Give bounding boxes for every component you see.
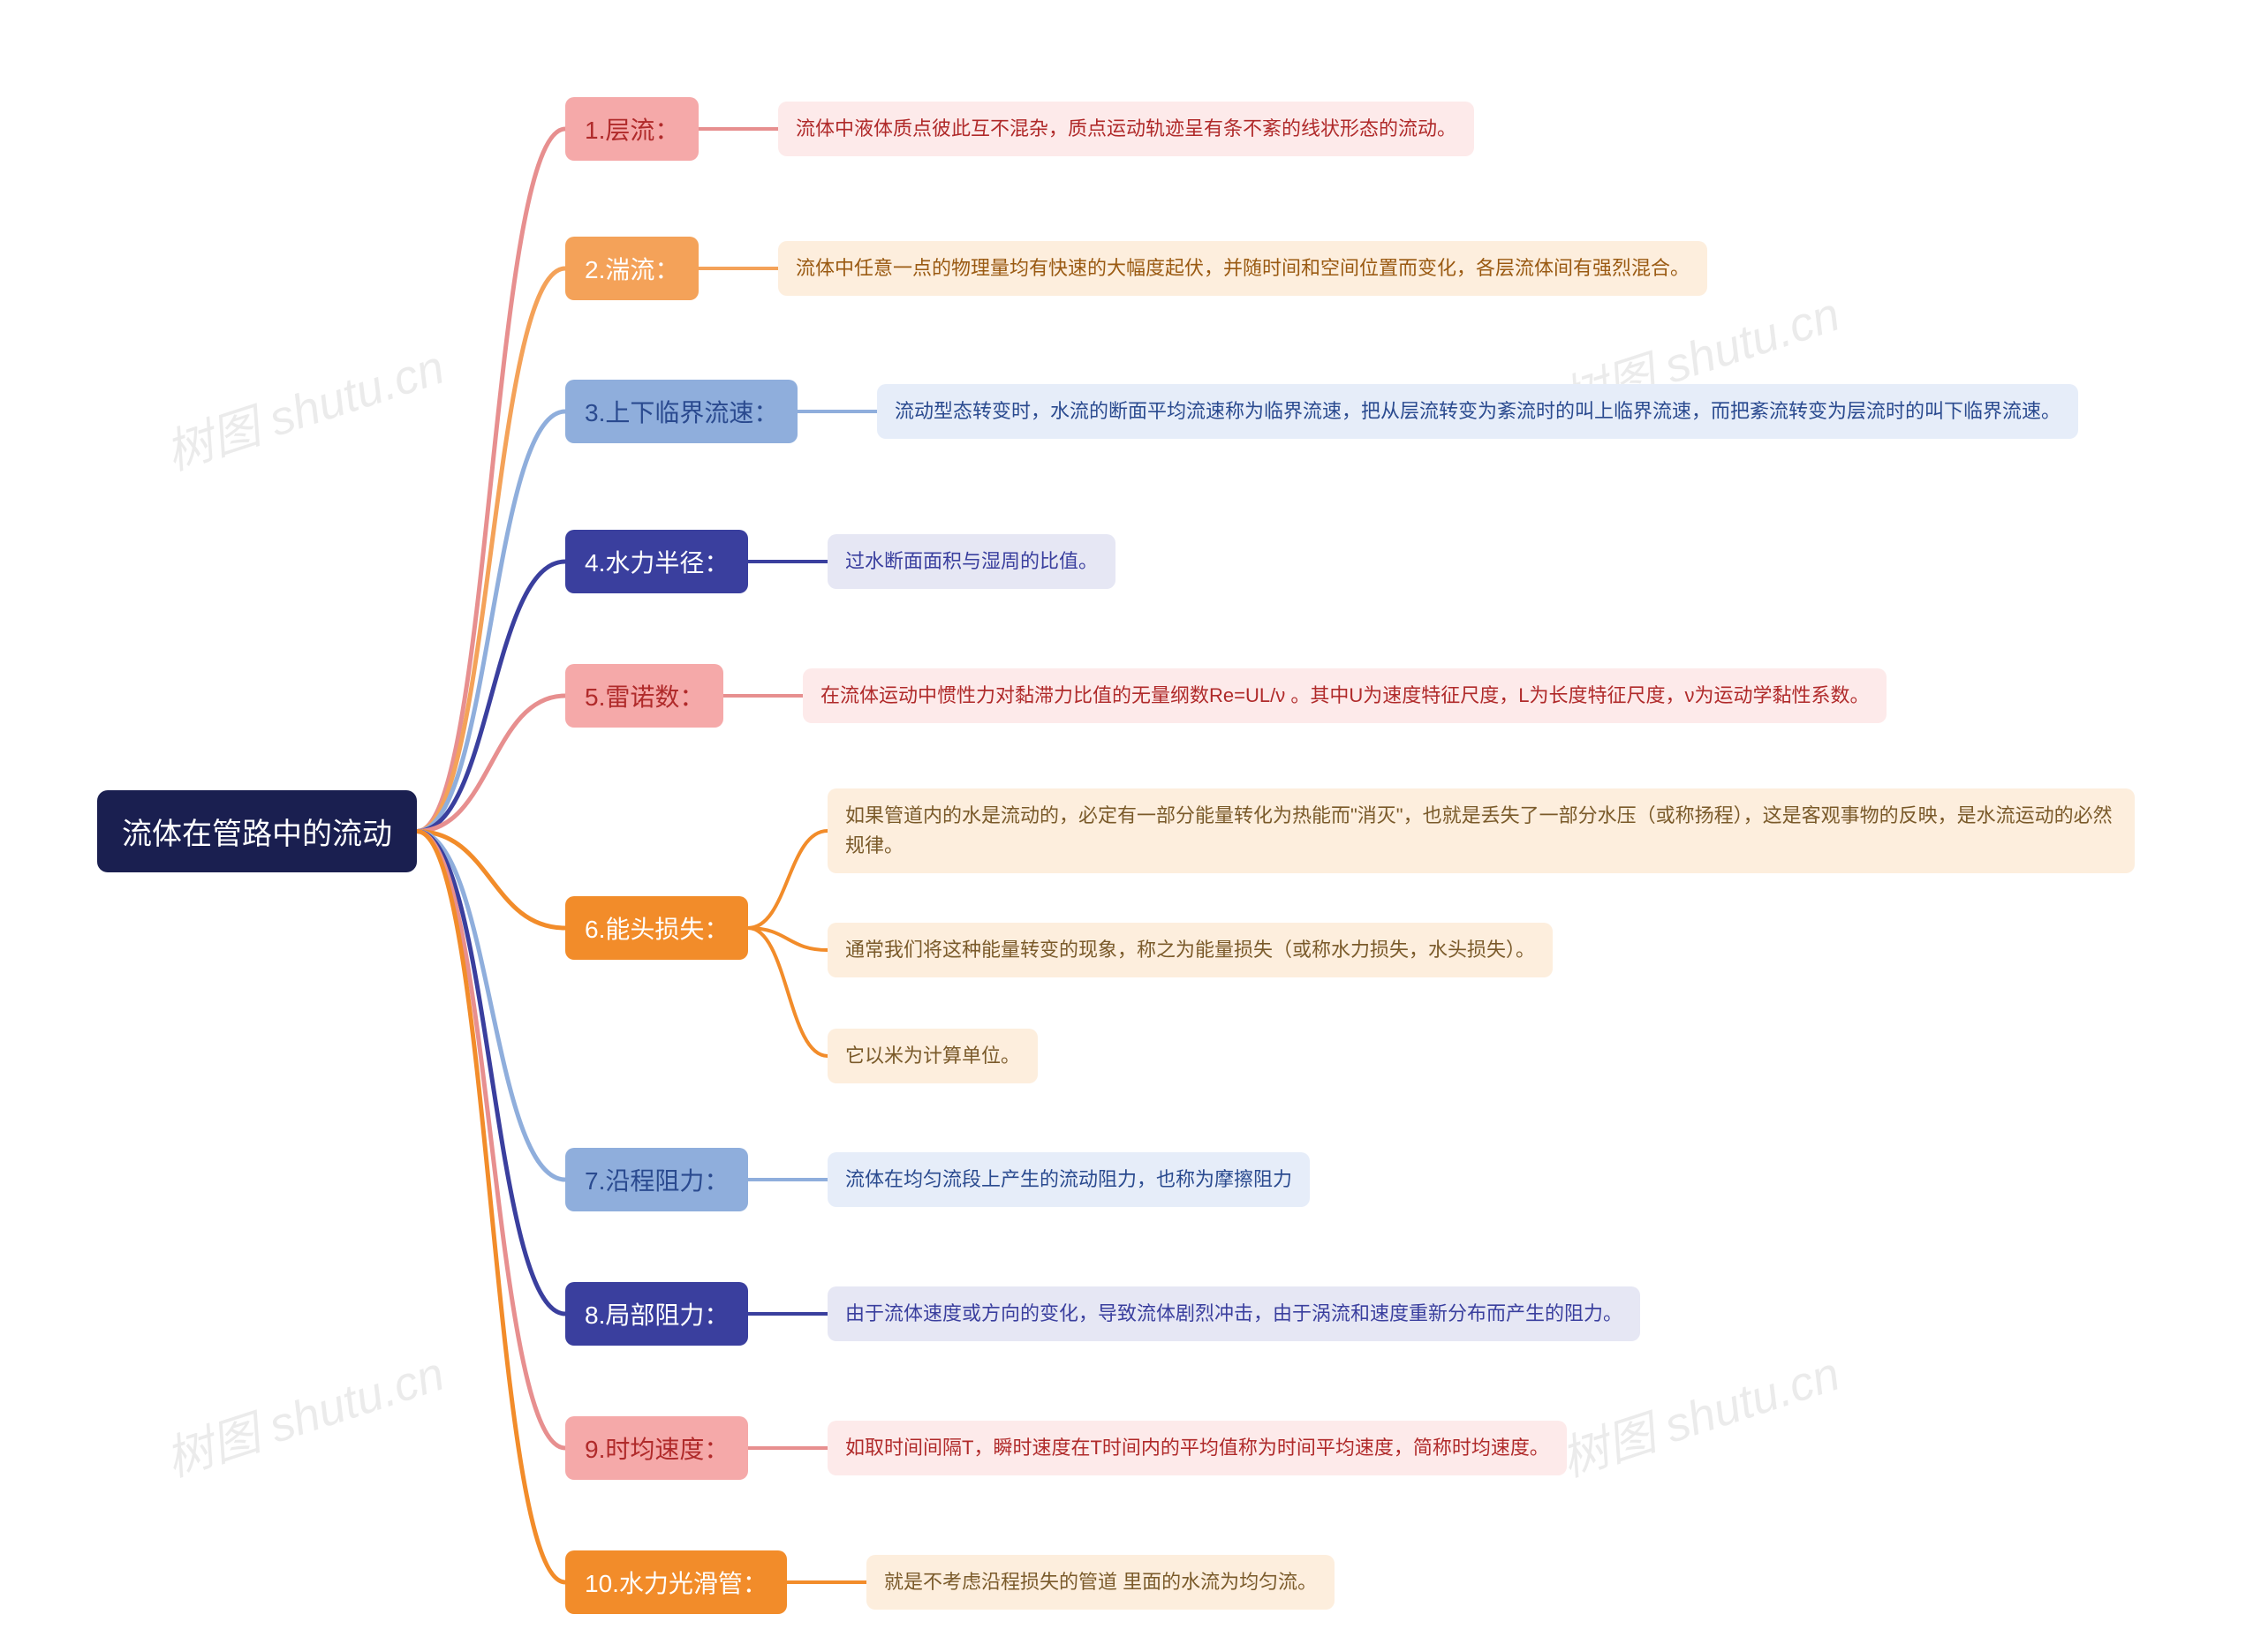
watermark: 树图 shutu.cn (155, 1334, 452, 1490)
desc-node[interactable]: 如果管道内的水是流动的，必定有一部分能量转化为热能而"消灭"，也就是丢失了一部分… (828, 788, 2135, 873)
topic-node[interactable]: 4.水力半径： (565, 530, 748, 593)
desc-node[interactable]: 过水断面面积与湿周的比值。 (828, 534, 1115, 589)
desc-node[interactable]: 流动型态转变时，水流的断面平均流速称为临界流速，把从层流转变为紊流时的叫上临界流… (877, 384, 2078, 439)
topic-node[interactable]: 10.水力光滑管： (565, 1550, 787, 1614)
topic-node[interactable]: 2.湍流： (565, 237, 699, 300)
topic-node[interactable]: 5.雷诺数： (565, 664, 723, 728)
topic-node[interactable]: 1.层流： (565, 97, 699, 161)
desc-node[interactable]: 通常我们将这种能量转变的现象，称之为能量损失（或称水力损失，水头损失）。 (828, 923, 1553, 977)
topic-node[interactable]: 3.上下临界流速： (565, 380, 798, 443)
watermark: 树图 shutu.cn (155, 328, 452, 483)
desc-node[interactable]: 如取时间间隔T，瞬时速度在T时间内的平均值称为时间平均速度，简称时均速度。 (828, 1421, 1567, 1475)
desc-node[interactable]: 在流体运动中惯性力对黏滞力比值的无量纲数Re=UL/ν 。其中U为速度特征尺度，… (803, 668, 1887, 723)
desc-node[interactable]: 就是不考虑沿程损失的管道 里面的水流为均匀流。 (866, 1555, 1335, 1610)
desc-node[interactable]: 流体中液体质点彼此互不混杂，质点运动轨迹呈有条不紊的线状形态的流动。 (778, 102, 1474, 156)
desc-node[interactable]: 流体中任意一点的物理量均有快速的大幅度起伏，并随时间和空间位置而变化，各层流体间… (778, 241, 1707, 296)
desc-node[interactable]: 流体在均匀流段上产生的流动阻力，也称为摩擦阻力 (828, 1152, 1310, 1207)
desc-node[interactable]: 由于流体速度或方向的变化，导致流体剧烈冲击，由于涡流和速度重新分布而产生的阻力。 (828, 1286, 1640, 1341)
root-node[interactable]: 流体在管路中的流动 (97, 790, 417, 872)
topic-node[interactable]: 8.局部阻力： (565, 1282, 748, 1346)
topic-node[interactable]: 7.沿程阻力： (565, 1148, 748, 1211)
topic-node[interactable]: 6.能头损失： (565, 896, 748, 960)
topic-node[interactable]: 9.时均速度： (565, 1416, 748, 1480)
desc-node[interactable]: 它以米为计算单位。 (828, 1029, 1038, 1083)
watermark: 树图 shutu.cn (1551, 1334, 1848, 1490)
